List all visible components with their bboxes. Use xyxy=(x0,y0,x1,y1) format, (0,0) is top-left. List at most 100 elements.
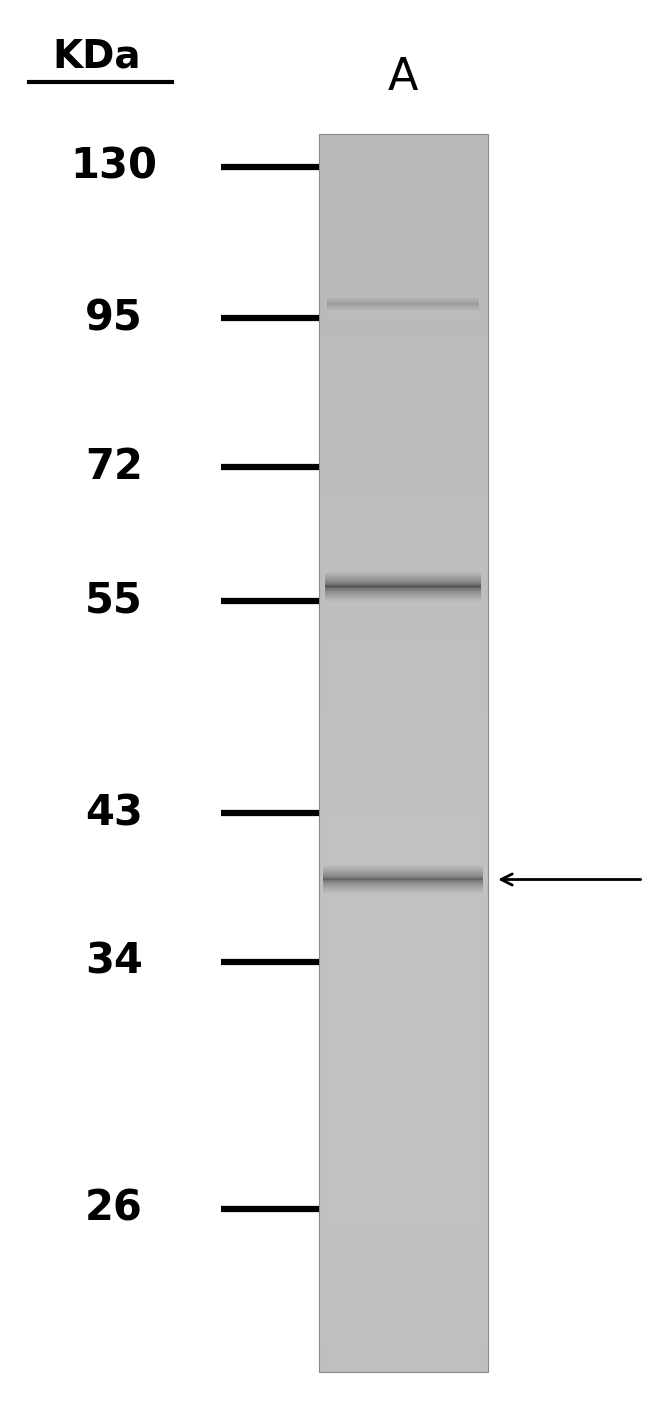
Bar xyxy=(318,851,488,855)
Bar xyxy=(318,407,488,410)
Bar xyxy=(318,1069,488,1072)
Bar xyxy=(318,731,488,734)
Bar xyxy=(318,1254,488,1257)
Bar xyxy=(318,942,488,945)
Bar xyxy=(318,1226,488,1229)
Bar xyxy=(318,1304,488,1307)
Bar xyxy=(318,320,488,322)
Bar xyxy=(318,1213,488,1217)
Bar xyxy=(318,1316,488,1319)
Bar xyxy=(318,1046,488,1049)
Bar xyxy=(318,197,488,199)
Bar xyxy=(318,749,488,752)
Bar xyxy=(318,611,488,614)
Bar xyxy=(318,802,488,806)
Bar xyxy=(318,598,488,601)
Bar xyxy=(318,700,488,703)
Bar xyxy=(318,950,488,954)
Bar xyxy=(318,1179,488,1184)
Bar xyxy=(318,1362,488,1366)
Bar xyxy=(318,468,488,471)
Bar xyxy=(318,929,488,932)
Bar xyxy=(318,1044,488,1046)
Bar xyxy=(318,379,488,382)
Bar xyxy=(318,1217,488,1220)
Bar xyxy=(318,264,488,267)
Bar xyxy=(318,1038,488,1041)
Bar xyxy=(318,1282,488,1285)
Bar xyxy=(318,601,488,605)
Bar xyxy=(318,1205,488,1208)
Bar xyxy=(318,1312,488,1316)
Bar xyxy=(318,895,488,898)
Bar xyxy=(318,880,488,882)
Bar xyxy=(318,1124,488,1127)
Bar xyxy=(318,561,488,564)
Bar xyxy=(318,981,488,986)
Bar xyxy=(318,410,488,413)
Bar xyxy=(318,877,488,880)
Bar xyxy=(318,351,488,354)
Bar xyxy=(318,493,488,496)
Bar xyxy=(318,400,488,403)
Bar xyxy=(318,1118,488,1121)
Bar xyxy=(318,570,488,574)
Bar xyxy=(318,704,488,707)
Bar xyxy=(318,997,488,1001)
Bar xyxy=(318,936,488,939)
Bar xyxy=(318,916,488,921)
Bar xyxy=(318,255,488,257)
Bar xyxy=(318,171,488,174)
Bar xyxy=(318,512,488,515)
Text: A: A xyxy=(388,57,418,99)
Bar xyxy=(318,1127,488,1130)
Bar xyxy=(318,527,488,530)
Bar xyxy=(318,518,488,520)
Bar xyxy=(318,447,488,450)
Bar xyxy=(318,645,488,648)
Bar xyxy=(318,871,488,874)
Bar xyxy=(318,830,488,833)
Bar xyxy=(318,1134,488,1137)
Bar xyxy=(318,1075,488,1077)
Bar xyxy=(318,1174,488,1176)
Bar xyxy=(318,827,488,830)
Bar xyxy=(318,273,488,277)
Bar xyxy=(318,1049,488,1053)
Bar xyxy=(318,369,488,372)
Bar xyxy=(318,617,488,619)
Bar xyxy=(318,304,488,308)
Bar xyxy=(318,663,488,666)
Bar xyxy=(318,892,488,895)
Bar xyxy=(318,460,488,462)
Bar xyxy=(318,298,488,301)
Bar xyxy=(318,230,488,233)
Bar xyxy=(318,1062,488,1065)
Bar xyxy=(318,525,488,527)
Bar xyxy=(318,1106,488,1109)
Bar xyxy=(318,1031,488,1035)
Bar xyxy=(318,1056,488,1059)
Bar xyxy=(318,911,488,913)
Bar xyxy=(318,608,488,611)
Bar xyxy=(318,1273,488,1275)
Bar xyxy=(318,1332,488,1335)
Bar xyxy=(318,986,488,988)
Bar xyxy=(318,1233,488,1236)
Bar xyxy=(318,577,488,580)
Bar xyxy=(318,1085,488,1087)
Bar xyxy=(318,734,488,738)
Bar xyxy=(318,1285,488,1288)
Bar xyxy=(318,932,488,936)
Bar xyxy=(318,1001,488,1004)
Bar xyxy=(318,546,488,549)
Bar xyxy=(318,642,488,645)
Bar xyxy=(318,744,488,747)
Bar xyxy=(318,441,488,444)
Bar xyxy=(318,858,488,861)
Bar xyxy=(318,1022,488,1025)
Bar xyxy=(318,1007,488,1010)
Bar xyxy=(318,632,488,635)
Bar xyxy=(318,567,488,570)
Bar xyxy=(318,536,488,540)
